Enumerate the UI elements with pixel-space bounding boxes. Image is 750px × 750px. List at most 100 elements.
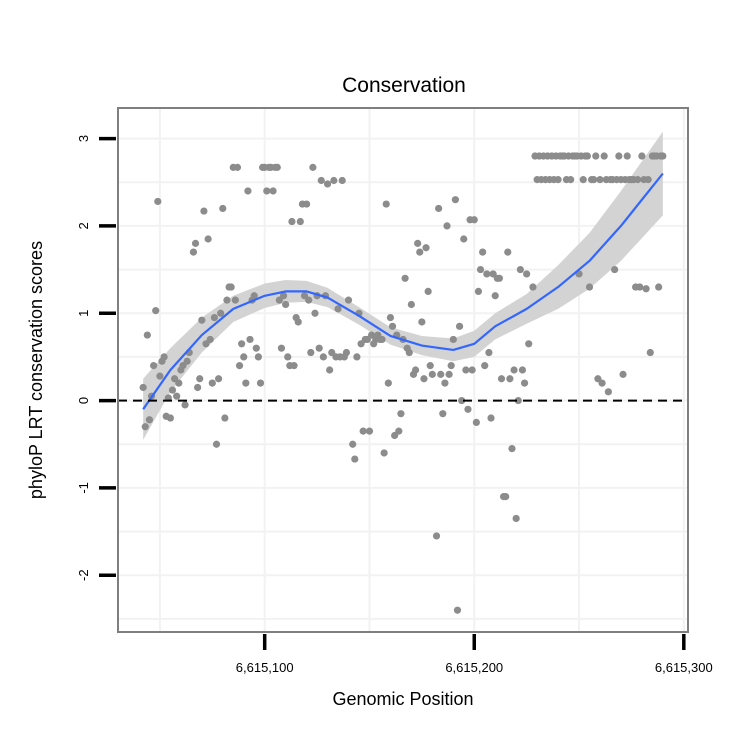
data-point	[525, 340, 533, 348]
data-point	[277, 344, 286, 352]
data-point	[254, 353, 263, 361]
data-point	[468, 366, 476, 374]
data-point	[504, 248, 512, 256]
data-point	[210, 314, 218, 322]
data-point	[472, 418, 480, 426]
data-point	[520, 379, 529, 387]
data-point	[395, 427, 403, 435]
data-point	[590, 176, 598, 184]
data-point	[495, 274, 503, 282]
data-point	[567, 176, 575, 184]
y-axis-title: phyloP LRT conservation scores	[26, 241, 46, 499]
data-point	[432, 532, 441, 540]
data-point	[439, 410, 447, 418]
chart-title: Conservation	[342, 74, 466, 97]
data-point	[644, 176, 652, 184]
data-point	[181, 401, 189, 409]
data-point	[173, 392, 181, 400]
y-tick-label: -2	[76, 569, 91, 581]
y-tick-label: -1	[76, 482, 91, 494]
data-point	[638, 152, 646, 160]
data-point	[458, 396, 466, 405]
data-point	[342, 348, 351, 357]
data-point	[428, 370, 436, 378]
data-point	[449, 335, 457, 344]
data-point	[311, 309, 319, 317]
data-point	[510, 366, 518, 374]
data-point	[256, 379, 265, 387]
x-tick-label: 6,615,200	[445, 660, 503, 675]
data-point	[334, 305, 342, 313]
data-point	[323, 180, 332, 188]
data-point	[235, 362, 244, 370]
data-point	[296, 217, 304, 226]
data-point	[330, 176, 338, 185]
data-point	[455, 322, 464, 330]
data-point	[303, 200, 311, 208]
data-point	[231, 296, 239, 304]
data-point	[481, 362, 489, 370]
data-point	[405, 348, 413, 357]
data-point	[596, 176, 604, 184]
data-point	[437, 370, 445, 378]
data-point	[420, 375, 428, 383]
data-point	[198, 316, 206, 324]
data-point	[168, 386, 177, 394]
data-point	[319, 353, 327, 361]
data-point	[150, 362, 158, 370]
x-axis-title: Genomic Position	[332, 689, 473, 709]
data-point	[156, 372, 164, 380]
data-point	[294, 318, 302, 326]
data-point	[491, 292, 499, 300]
data-point	[382, 200, 390, 208]
plot-frame	[117, 107, 689, 633]
data-point	[502, 493, 510, 501]
data-point	[221, 414, 229, 422]
data-point	[508, 445, 516, 453]
data-point	[453, 606, 462, 614]
data-point	[611, 265, 619, 274]
data-point	[252, 344, 260, 352]
data-point	[516, 265, 524, 274]
data-point	[600, 152, 608, 160]
data-point	[223, 296, 231, 304]
data-point	[615, 152, 623, 160]
data-point	[642, 285, 650, 293]
data-point	[263, 187, 271, 195]
data-point	[623, 152, 631, 160]
data-point	[384, 379, 392, 387]
data-point	[483, 270, 491, 278]
data-point	[183, 357, 191, 365]
data-point	[462, 366, 470, 374]
data-point	[160, 353, 168, 361]
data-point	[451, 196, 459, 204]
data-point	[246, 335, 254, 344]
data-point	[309, 163, 317, 171]
data-point	[506, 375, 514, 383]
data-point	[414, 239, 422, 247]
data-point	[191, 239, 200, 247]
y-tick-label: 1	[76, 310, 91, 317]
data-point	[378, 335, 386, 344]
data-point	[326, 366, 334, 374]
data-point	[349, 440, 357, 448]
data-point	[416, 248, 424, 256]
data-point	[470, 216, 478, 224]
x-tick-label: 6,615,100	[236, 660, 294, 675]
data-point	[290, 362, 298, 370]
data-point	[401, 274, 409, 282]
smooth-layer	[142, 172, 664, 410]
points-layer	[139, 152, 667, 614]
data-point	[139, 383, 147, 392]
data-point	[554, 176, 562, 184]
data-point	[445, 370, 453, 378]
data-point	[592, 152, 600, 160]
gridlines	[118, 108, 688, 632]
data-point	[604, 388, 612, 396]
data-point	[636, 283, 644, 291]
data-point	[212, 440, 221, 448]
data-point	[365, 427, 374, 435]
data-point	[474, 287, 483, 295]
data-point	[284, 353, 292, 361]
